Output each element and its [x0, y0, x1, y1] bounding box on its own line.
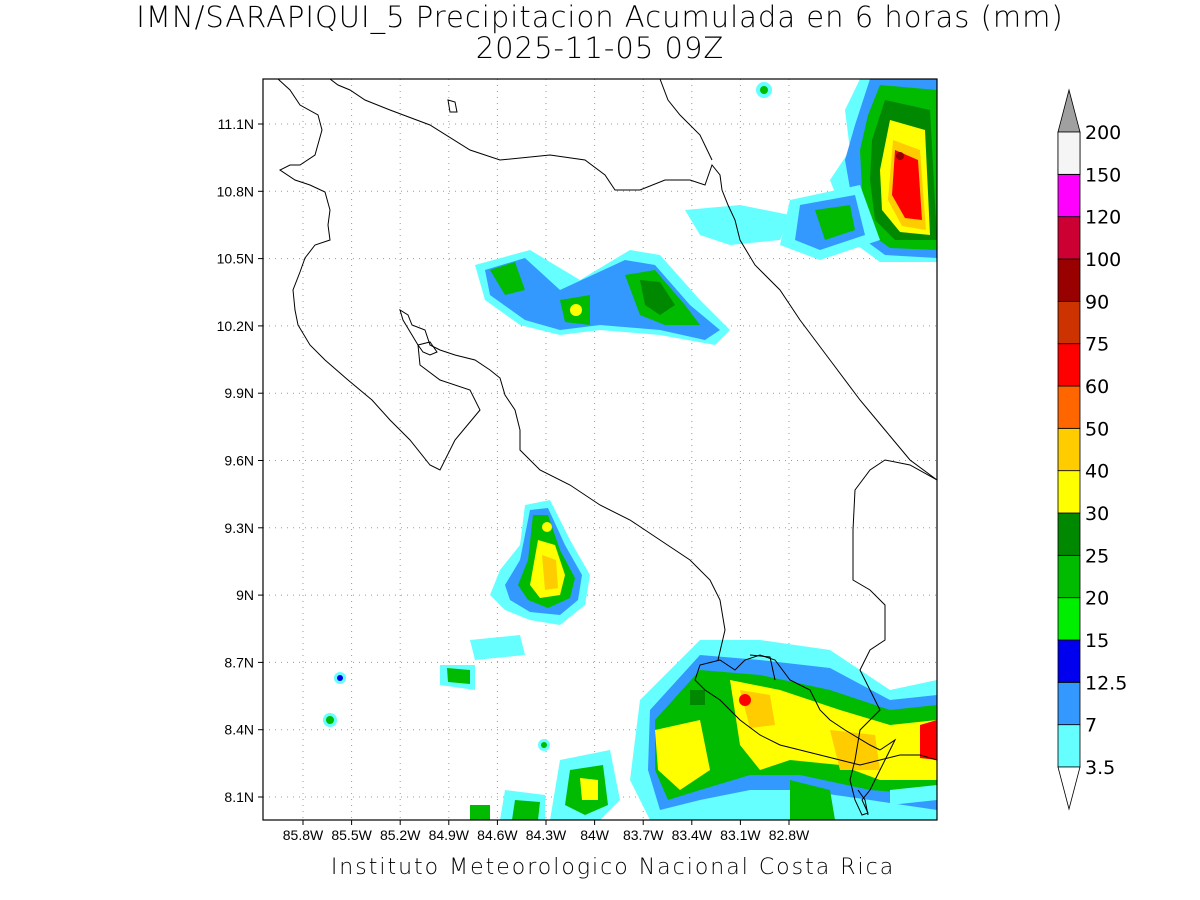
colorbar-segment [1057, 512, 1081, 556]
colorbar-segment [1057, 724, 1081, 768]
colorbar-over-triangle [1057, 88, 1081, 133]
colorbar-label: 15 [1085, 630, 1109, 652]
colorbar-label: 60 [1085, 376, 1109, 398]
coastlines [277, 79, 937, 816]
colorbar-segment [1057, 427, 1081, 472]
colorbar-label: 3.5 [1085, 757, 1115, 779]
colorbar-label: 200 [1085, 122, 1121, 144]
precip-cluster-central [323, 500, 590, 751]
colorbar: 3.5 7 12.5 15 20 25 30 40 50 60 75 90 100 120 150 200 [1057, 88, 1127, 811]
colorbar-segment [1057, 470, 1081, 514]
x-tick-label: 82.8W [769, 827, 810, 843]
colorbar-under-triangle [1057, 766, 1081, 811]
x-tick-label: 85.5W [331, 827, 372, 843]
x-tick-label: 85.2W [380, 827, 421, 843]
x-tick-label: 83.7W [623, 827, 664, 843]
chart-title: IMN/SARAPIQUI_5 Precipitacion Acumulada … [136, 0, 1064, 34]
colorbar-segment [1057, 216, 1081, 260]
colorbar-segment [1057, 300, 1081, 345]
colorbar-segment [1057, 597, 1081, 641]
y-axis-ticks: 11.1N 10.8N 10.5N 10.2N 9.9N 9.6N 9.3N 9N 8.7N 8.… [217, 116, 263, 805]
x-tick-label: 84.6W [477, 827, 518, 843]
y-tick-label: 11.1N [218, 116, 254, 132]
y-tick-label: 9.9N [224, 385, 254, 401]
y-tick-label: 10.2N [217, 318, 254, 334]
x-tick-label: 84.9W [429, 827, 470, 843]
colorbar-segment [1057, 131, 1081, 175]
precip-cluster-south [470, 640, 937, 820]
colorbar-label: 7 [1085, 715, 1097, 737]
x-tick-label: 83.1W [720, 827, 761, 843]
x-tick-label: 83.4W [672, 827, 713, 843]
y-tick-label: 8.4N [224, 722, 254, 738]
colorbar-segment [1057, 554, 1081, 599]
colorbar-segment [1057, 639, 1081, 683]
colorbar-label: 100 [1085, 249, 1121, 271]
y-tick-label: 8.1N [224, 789, 254, 805]
colorbar-label: 30 [1085, 503, 1109, 525]
footer-credit: Instituto Meteorologico Nacional Costa R… [330, 855, 896, 880]
colorbar-label: 40 [1085, 461, 1109, 483]
colorbar-segment [1057, 385, 1081, 429]
x-tick-label: 84.3W [526, 827, 567, 843]
colorbar-segment [1057, 343, 1081, 387]
map-frame [262, 78, 938, 821]
y-tick-label: 9N [236, 587, 254, 603]
colorbar-label: 90 [1085, 291, 1109, 313]
x-tick-label: 84W [580, 827, 610, 843]
x-tick-label: 85.8W [283, 827, 324, 843]
y-tick-label: 10.8N [217, 183, 254, 199]
colorbar-segment [1057, 681, 1081, 726]
colorbar-label: 25 [1085, 545, 1109, 567]
precip-cluster-northeast [685, 79, 937, 262]
colorbar-segment [1057, 258, 1081, 302]
y-tick-label: 10.5N [217, 251, 254, 267]
precip-cluster-north-central [475, 250, 730, 345]
chart-subtitle: 2025-11-05 09Z [475, 31, 725, 65]
colorbar-segment [1057, 173, 1081, 218]
colorbar-label: 75 [1085, 334, 1109, 356]
colorbar-label: 150 [1085, 164, 1121, 186]
colorbar-label: 20 [1085, 588, 1109, 610]
colorbar-label: 50 [1085, 418, 1109, 440]
y-tick-label: 8.7N [224, 654, 254, 670]
colorbar-label: 120 [1085, 207, 1121, 229]
x-axis-ticks: 85.8W 85.5W 85.2W 84.9W 84.6W 84.3W 84W 83.7W 83… [283, 820, 810, 843]
y-tick-label: 9.6N [224, 453, 254, 469]
colorbar-label: 12.5 [1085, 672, 1127, 694]
y-tick-label: 9.3N [224, 520, 254, 536]
